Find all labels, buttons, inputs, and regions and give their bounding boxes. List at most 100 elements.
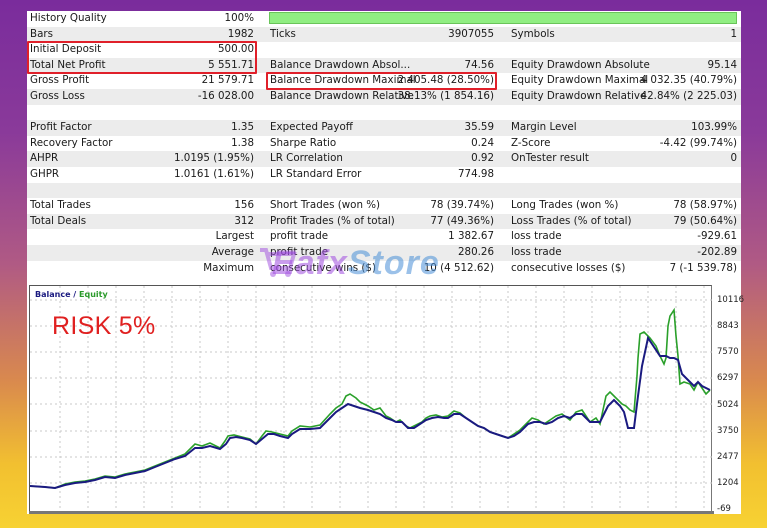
c2-label: Profit Trades (% of total) <box>270 214 395 227</box>
report-row: Bars 1982 Ticks 3907055 Symbols 1 <box>27 26 741 43</box>
c1-value: 500.00 <box>217 43 254 56</box>
c3-value: 103.99% <box>691 121 737 134</box>
c1-value: 1.0195 (1.95%) <box>173 152 254 165</box>
c1-value: 100% <box>224 12 254 24</box>
c1-label: GHPR <box>30 168 60 180</box>
c3-label: Equity Drawdown Absolute <box>511 58 650 71</box>
c1-value: Average <box>211 246 254 258</box>
report-row: Average profit trade 280.26 loss trade -202.… <box>27 245 741 261</box>
report-row <box>27 182 741 199</box>
c3-value <box>587 42 737 58</box>
c3-value: 4 032.35 (40.79%) <box>640 74 737 87</box>
c1-label: Initial Deposit <box>30 43 102 56</box>
c3-label: Long Trades (won %) <box>511 199 619 212</box>
c3-value: 79 (50.64%) <box>673 214 737 227</box>
c3-value: -929.61 <box>697 230 737 243</box>
c1-value: 1982 <box>227 27 254 40</box>
c2-value: 280.26 <box>457 246 494 258</box>
legend-balance: Balance <box>35 290 71 299</box>
c2-label: Expected Payoff <box>270 121 353 134</box>
c3-value <box>587 183 737 199</box>
c2-label: Sharpe Ratio <box>270 136 337 149</box>
y-tick: 5024 <box>717 400 739 410</box>
y-tick: 10116 <box>717 295 745 305</box>
equity-line <box>30 307 711 489</box>
c3-label: loss trade <box>511 246 562 258</box>
c1-value: 1.35 <box>231 121 254 134</box>
c1-label: Total Trades <box>30 199 91 212</box>
c1-label: History Quality <box>30 12 107 24</box>
c2-value: 77 (49.36%) <box>430 214 494 227</box>
c2-value: 78 (39.74%) <box>430 199 494 212</box>
report-row: Total Net Profit 5 551.71 Balance Drawdown… <box>27 57 741 74</box>
c3-label: Equity Drawdown Relative <box>511 90 647 102</box>
legend-separator: / <box>70 290 79 299</box>
highlight-deposit-profit <box>27 41 257 75</box>
c3-label: Equity Drawdown Maximal <box>511 74 649 87</box>
y-tick: -69 <box>717 504 731 514</box>
c2-label: profit trade <box>270 230 329 243</box>
report-row: Largest profit trade 1 382.67 loss trade -92… <box>27 229 741 245</box>
c1-value: Largest <box>215 230 254 243</box>
c3-label: OnTester result <box>511 152 589 165</box>
c2-value: 2 405.48 (28.50%) <box>397 74 494 87</box>
report-row: Profit Factor 1.35 Expected Payoff 35.59 Mar… <box>27 120 741 136</box>
c1-label: Gross Loss <box>30 90 85 102</box>
c3-label: Symbols <box>511 27 555 40</box>
report-row: Gross Profit 21 579.71 Balance Drawdown Ma… <box>27 73 741 89</box>
history-quality-bar <box>269 12 737 24</box>
c1-value <box>147 183 254 199</box>
c2-value <box>357 42 494 58</box>
c1-value: 156 <box>234 199 254 212</box>
c3-value: 78 (58.97%) <box>673 199 737 212</box>
c3-label: Loss Trades (% of total) <box>511 214 632 227</box>
c2-label: Balance Drawdown Absol... <box>270 58 411 71</box>
c1-label: AHPR <box>30 152 59 165</box>
c2-value: 774.98 <box>457 168 494 180</box>
legend-equity: Equity <box>79 290 108 299</box>
report-row: Maximum consecutive wins ($) 10 (4 512.62)… <box>27 261 741 277</box>
y-tick: 1204 <box>717 478 739 488</box>
chart-legend: Balance / Equity <box>35 290 108 299</box>
c2-value: 38.13% (1 854.16) <box>397 90 494 102</box>
report-row: Gross Loss -16 028.00 Balance Drawdown Rel… <box>27 89 741 105</box>
cart-watermark-icon <box>260 248 297 277</box>
c3-value: 95.14 <box>707 58 737 71</box>
report-row: GHPR 1.0161 (1.61%) LR Standard Error 774.9… <box>27 167 741 183</box>
c3-value <box>587 105 737 121</box>
risk-annotation: RISK 5% <box>52 312 156 340</box>
c3-label: loss trade <box>511 230 562 243</box>
c1-label: Bars <box>30 27 53 40</box>
c1-label: Total Deals <box>30 214 87 227</box>
y-tick: 3750 <box>717 426 739 436</box>
c3-value: 1 <box>730 27 737 40</box>
report-panel: History Quality 100% Bars 1982 Ticks 3907055 S… <box>27 11 741 284</box>
c2-value: 3907055 <box>448 27 494 40</box>
report-row: Recovery Factor 1.38 Sharpe Ratio 0.24 Z-Sco… <box>27 136 741 152</box>
c2-value <box>357 105 494 121</box>
c3-label: Z-Score <box>511 136 551 149</box>
c3-value: -4.42 (99.74%) <box>659 136 737 149</box>
balance-line <box>30 335 711 490</box>
chart-plot-area: Balance / Equity RISK 5% <box>29 285 713 514</box>
c2-label: Ticks <box>270 27 296 40</box>
c1-value: -16 028.00 <box>197 90 254 102</box>
y-tick: 8843 <box>717 321 739 331</box>
report-row: Total Trades 156 Short Trades (won %) 78 (3… <box>27 198 741 214</box>
c3-value: 42.84% (2 225.03) <box>640 90 737 102</box>
c3-value: 7 (-1 539.78) <box>669 261 737 274</box>
c3-label: consecutive losses ($) <box>511 261 626 274</box>
c1-label: Total Net Profit <box>30 58 106 71</box>
c1-value: Maximum <box>203 261 254 274</box>
c2-value: 10 (4 512.62) <box>423 261 494 274</box>
c2-label: LR Correlation <box>270 152 343 165</box>
y-tick: 6297 <box>717 373 739 383</box>
c2-value: 74.56 <box>464 58 494 71</box>
c3-value: 0 <box>730 152 737 165</box>
c1-label: Gross Profit <box>30 74 90 87</box>
c2-label: Balance Drawdown Maximal <box>270 74 416 87</box>
y-tick: 2477 <box>717 452 739 462</box>
c1-label: Recovery Factor <box>30 136 113 149</box>
c3-label: Margin Level <box>511 121 577 134</box>
report-row: AHPR 1.0195 (1.95%) LR Correlation 0.92 OnTe… <box>27 151 741 167</box>
